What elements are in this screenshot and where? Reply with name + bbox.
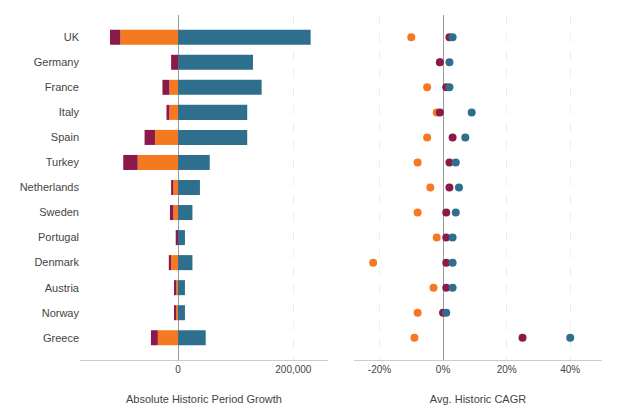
svg-text:Avg. Historic CAGR: Avg. Historic CAGR	[430, 393, 526, 405]
svg-text:France: France	[45, 81, 79, 93]
svg-text:0: 0	[175, 364, 181, 375]
svg-text:Absolute Historic Period Growt: Absolute Historic Period Growth	[126, 393, 282, 405]
svg-text:Turkey: Turkey	[46, 156, 80, 168]
svg-text:UK: UK	[64, 31, 80, 43]
svg-text:0%: 0%	[436, 364, 451, 375]
svg-text:Norway: Norway	[42, 307, 80, 319]
svg-text:-20%: -20%	[368, 364, 391, 375]
svg-text:Portugal: Portugal	[38, 231, 79, 243]
svg-text:Italy: Italy	[59, 106, 80, 118]
svg-text:Greece: Greece	[43, 332, 79, 344]
svg-text:Denmark: Denmark	[34, 256, 79, 268]
svg-text:Germany: Germany	[34, 56, 80, 68]
svg-text:Austria: Austria	[45, 282, 80, 294]
svg-text:Spain: Spain	[51, 131, 79, 143]
svg-text:40%: 40%	[560, 364, 580, 375]
svg-text:200,000: 200,000	[275, 364, 312, 375]
svg-text:Netherlands: Netherlands	[20, 181, 80, 193]
svg-text:20%: 20%	[497, 364, 517, 375]
svg-text:Sweden: Sweden	[39, 206, 79, 218]
